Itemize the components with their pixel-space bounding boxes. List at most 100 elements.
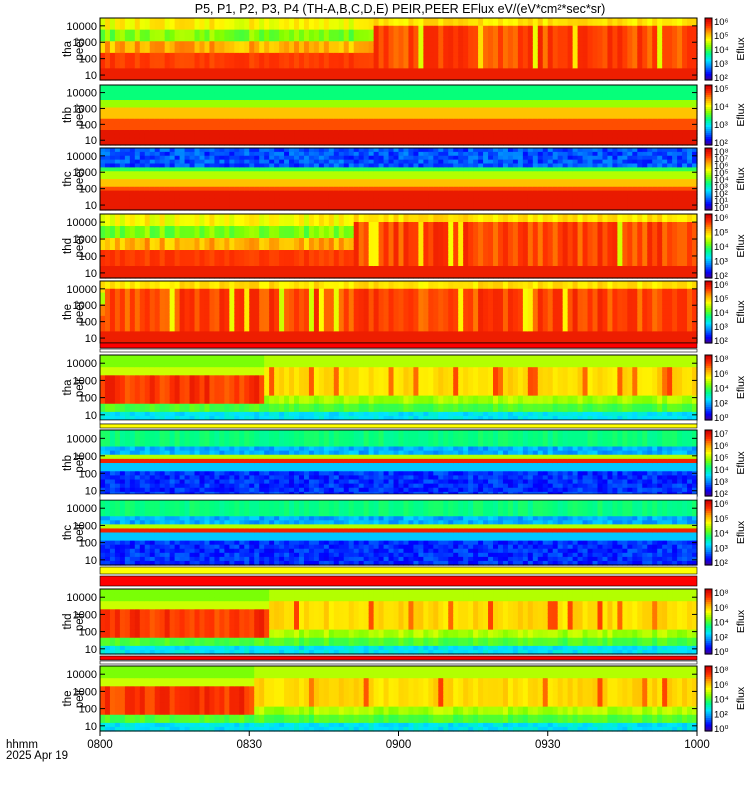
heatmap-cell bbox=[358, 21, 365, 27]
heatmap-cell bbox=[129, 179, 136, 184]
heatmap-cell bbox=[388, 92, 395, 97]
heatmap-cell bbox=[507, 103, 514, 109]
heatmap-cell bbox=[622, 137, 628, 142]
heatmap-cell bbox=[100, 88, 106, 94]
heatmap-cell bbox=[264, 103, 270, 109]
heatmap-cell bbox=[204, 21, 211, 27]
heatmap-cell bbox=[597, 133, 604, 139]
heatmap-cell bbox=[403, 18, 410, 23]
heatmap-cell bbox=[622, 122, 628, 127]
heatmap-cell bbox=[572, 100, 579, 105]
heatmap-cell bbox=[602, 85, 609, 90]
heatmap-cell bbox=[124, 118, 131, 124]
heatmap-cell bbox=[338, 151, 345, 157]
heatmap-cell bbox=[249, 115, 255, 120]
heatmap-cell bbox=[269, 72, 275, 77]
heatmap-cell bbox=[279, 186, 285, 192]
heatmap-cell bbox=[214, 126, 220, 131]
heatmap-cell bbox=[189, 37, 196, 42]
heatmap-cell bbox=[537, 49, 544, 54]
heatmap-cell bbox=[567, 130, 574, 135]
heatmap-cell bbox=[423, 60, 429, 66]
heatmap-cell bbox=[229, 182, 235, 188]
heatmap-cell bbox=[224, 167, 230, 172]
heatmap-cell bbox=[179, 76, 186, 81]
colorbar-step bbox=[705, 131, 712, 134]
heatmap-cell bbox=[483, 49, 489, 54]
heatmap-cell bbox=[512, 103, 519, 109]
heatmap-cell bbox=[652, 21, 658, 27]
heatmap-cell bbox=[637, 25, 643, 31]
heatmap-cell bbox=[353, 167, 360, 172]
heatmap-cell bbox=[642, 37, 648, 42]
heatmap-cell bbox=[184, 56, 191, 62]
heatmap-cell bbox=[582, 68, 589, 73]
heatmap-cell bbox=[383, 96, 390, 101]
heatmap-cell bbox=[254, 148, 260, 153]
heatmap-cell bbox=[597, 21, 604, 27]
heatmap-cell bbox=[204, 137, 211, 142]
heatmap-cell bbox=[383, 198, 390, 203]
heatmap-cell bbox=[224, 190, 230, 196]
heatmap-cell bbox=[289, 85, 295, 90]
heatmap-cell bbox=[313, 21, 320, 27]
heatmap-cell bbox=[642, 111, 648, 116]
heatmap-cell bbox=[383, 64, 390, 69]
heatmap-cell bbox=[144, 49, 151, 54]
heatmap-cell bbox=[682, 18, 688, 23]
heatmap-cell bbox=[582, 126, 589, 131]
heatmap-cell bbox=[612, 126, 618, 131]
heatmap-cell bbox=[204, 163, 211, 168]
heatmap-cell bbox=[313, 92, 320, 97]
heatmap-cell bbox=[289, 92, 295, 97]
heatmap-cell bbox=[174, 182, 181, 188]
heatmap-cell bbox=[353, 141, 360, 146]
heatmap-cell bbox=[687, 64, 693, 69]
heatmap-cell bbox=[592, 76, 599, 81]
heatmap-cell bbox=[229, 198, 235, 203]
heatmap-cell bbox=[507, 118, 514, 124]
heatmap-cell bbox=[259, 85, 265, 90]
heatmap-cell bbox=[383, 85, 390, 90]
heatmap-cell bbox=[557, 92, 564, 97]
heatmap-cell bbox=[572, 64, 579, 69]
heatmap-cell bbox=[463, 126, 469, 131]
heatmap-cell bbox=[363, 163, 370, 168]
heatmap-cell bbox=[234, 33, 240, 38]
heatmap-cell bbox=[224, 118, 230, 124]
heatmap-cell bbox=[109, 41, 116, 46]
heatmap-cell bbox=[458, 130, 464, 135]
heatmap-cell bbox=[353, 151, 360, 157]
heatmap-cell bbox=[124, 111, 131, 116]
heatmap-cell bbox=[323, 151, 330, 157]
heatmap-cell bbox=[209, 137, 216, 142]
heatmap-cell bbox=[149, 85, 156, 90]
heatmap-cell bbox=[507, 21, 514, 27]
heatmap-cell bbox=[647, 141, 653, 146]
heatmap-cell bbox=[189, 88, 196, 94]
heatmap-cell bbox=[209, 33, 216, 38]
heatmap-cell bbox=[194, 21, 201, 27]
heatmap-cell bbox=[184, 37, 191, 42]
heatmap-cell bbox=[284, 88, 290, 94]
heatmap-cell bbox=[677, 88, 683, 94]
heatmap-cell bbox=[249, 103, 255, 109]
heatmap-cell bbox=[687, 49, 693, 54]
heatmap-cell bbox=[542, 115, 549, 120]
heatmap-cell bbox=[383, 206, 390, 211]
heatmap-cell bbox=[647, 25, 653, 31]
heatmap-cell bbox=[104, 126, 111, 131]
heatmap-cell bbox=[229, 126, 235, 131]
heatmap-cell bbox=[194, 115, 201, 120]
heatmap-cell bbox=[124, 167, 131, 172]
heatmap-cell bbox=[318, 141, 325, 146]
heatmap-cell bbox=[199, 155, 206, 161]
heatmap-cell bbox=[413, 206, 419, 211]
heatmap-cell bbox=[249, 52, 255, 58]
heatmap-cell bbox=[249, 118, 255, 124]
heatmap-cell bbox=[244, 202, 250, 207]
heatmap-cell bbox=[244, 122, 250, 127]
heatmap-cell bbox=[328, 85, 335, 90]
heatmap-cell bbox=[323, 85, 330, 90]
heatmap-cell bbox=[552, 111, 559, 116]
